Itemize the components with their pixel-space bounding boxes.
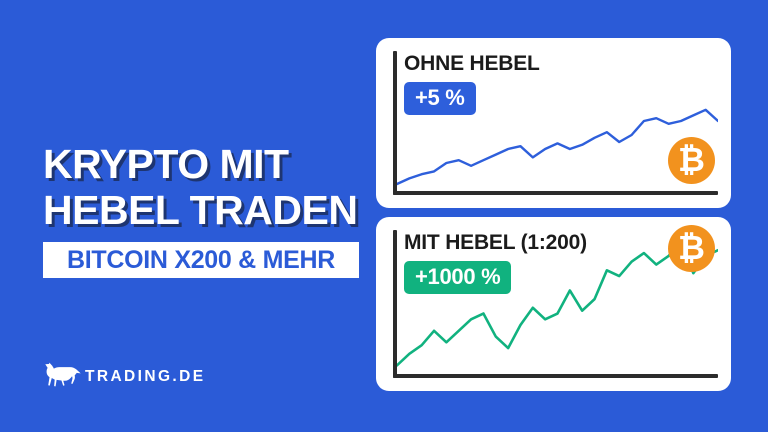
y-axis-line-top bbox=[393, 51, 397, 195]
chart-plot-area-top bbox=[393, 51, 718, 195]
y-axis-line-bottom bbox=[393, 230, 397, 378]
bitcoin-icon: ₿ bbox=[668, 137, 715, 184]
bitcoin-glyph: ₿ bbox=[678, 140, 705, 179]
badge-ohne-hebel: +5 % bbox=[404, 82, 476, 115]
chart-plot-area-bottom bbox=[393, 230, 718, 378]
card-title-ohne-hebel: OHNE HEBEL bbox=[404, 52, 540, 75]
bull-logo-icon bbox=[45, 362, 81, 387]
x-axis-line-bottom bbox=[393, 374, 718, 378]
card-ohne-hebel[interactable]: OHNE HEBEL +5 % ₿ bbox=[376, 38, 731, 208]
card-title-mit-hebel: MIT HEBEL (1:200) bbox=[404, 231, 587, 254]
bitcoin-glyph: ₿ bbox=[678, 228, 705, 267]
x-axis-line-top bbox=[393, 191, 718, 195]
badge-mit-hebel: +1000 % bbox=[404, 261, 512, 294]
card-mit-hebel[interactable]: MIT HEBEL (1:200) +1000 % ₿ bbox=[376, 217, 731, 391]
brand-logo[interactable]: TRADING.DE bbox=[44, 362, 205, 392]
subtitle-text: BITCOIN X200 & MEHR bbox=[67, 246, 335, 274]
logo-wordmark: TRADING.DE bbox=[85, 368, 206, 385]
subtitle-banner: BITCOIN X200 & MEHR bbox=[43, 242, 359, 278]
headline-line-1: KRYPTO MIT bbox=[43, 141, 289, 187]
headline-line-2: HEBEL TRADEN bbox=[43, 187, 358, 233]
bitcoin-icon: ₿ bbox=[668, 225, 715, 272]
line-chart-mit-hebel bbox=[397, 230, 718, 374]
headline-block: KRYPTO MIT HEBEL TRADEN BITCOIN X200 & M… bbox=[43, 142, 373, 278]
line-chart-ohne-hebel bbox=[397, 51, 718, 191]
